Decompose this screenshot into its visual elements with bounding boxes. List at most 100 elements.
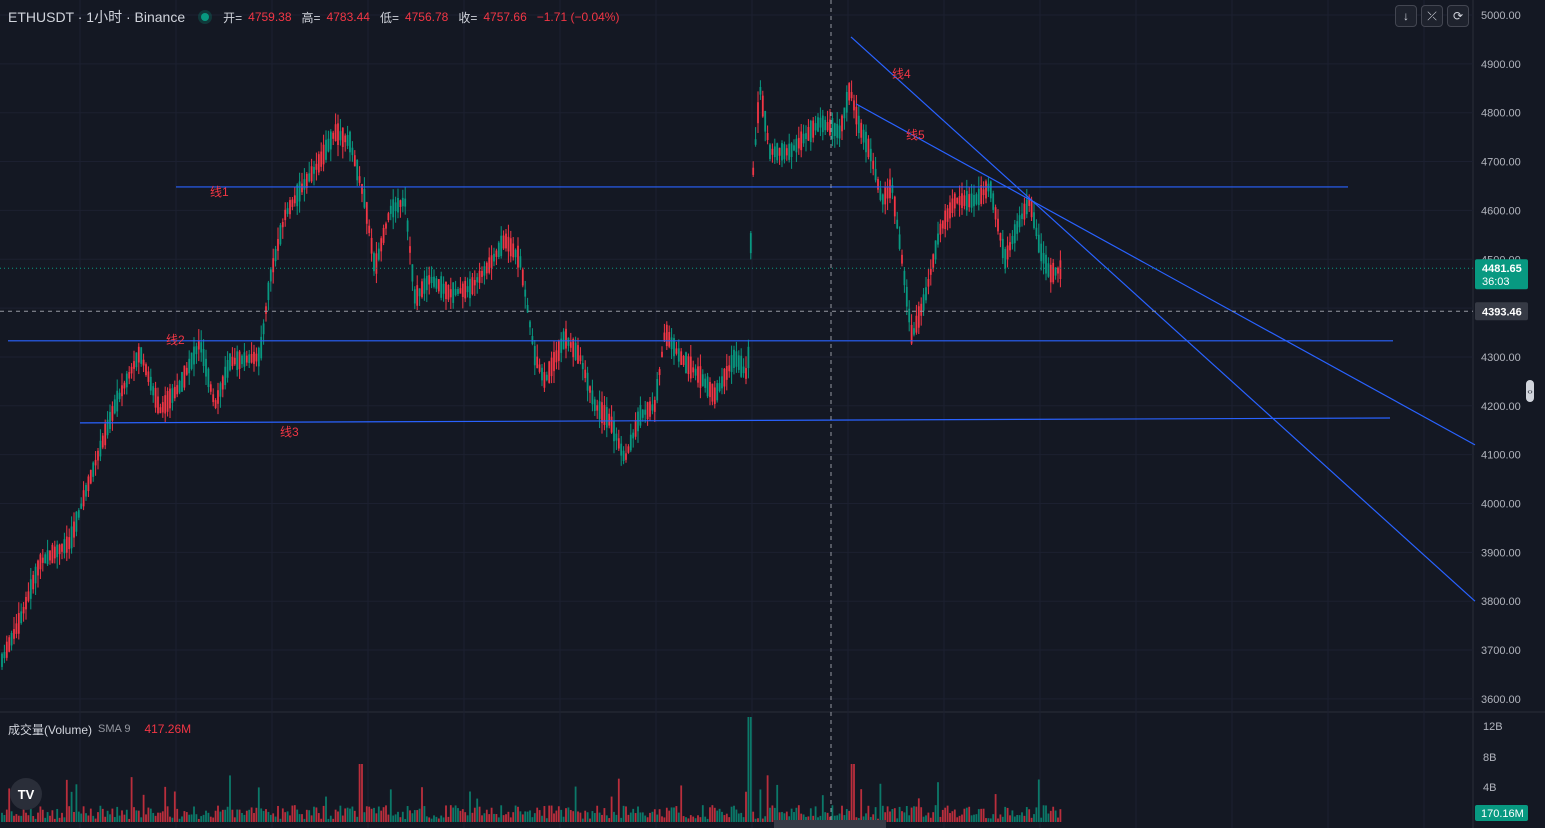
candle-body [699,366,702,388]
candle-body [927,279,930,287]
candle-body [905,286,908,307]
candle-body [908,308,911,323]
volume-bar [111,808,114,822]
candle-body [529,321,531,328]
candle-body [711,383,714,402]
volume-bar [193,806,195,822]
candle-body [207,368,210,388]
candle-body [560,338,563,353]
price-tick-label: 4000.00 [1481,499,1521,511]
candle-body [361,183,363,194]
symbol-title[interactable]: ETHUSDT · 1小时 · Binance [8,9,186,25]
volume-bar [817,817,819,822]
volume-bar [946,805,949,822]
candle-body [689,356,692,379]
candle-body [399,200,402,208]
candle-body [524,289,527,297]
volume-bar [656,814,659,822]
volume-bar [562,816,565,822]
candle-body [34,566,37,584]
candle-body [253,351,255,364]
candle-body [377,248,380,260]
candle-body [704,378,707,388]
volume-bar [989,818,992,822]
candle-body [430,276,433,283]
fullscreen-icon[interactable]: ⟳ [1447,5,1469,27]
candle-body [831,118,834,139]
volume-indicator-name[interactable]: 成交量(Volume) [8,722,93,737]
candle-body [404,198,407,207]
volume-bar [368,806,371,822]
volume-bar [886,806,889,822]
volume-bar [1049,810,1052,822]
candle-body [181,371,183,392]
candle-body [341,127,344,148]
low-value: 4756.78 [404,10,449,24]
volume-bar [149,808,152,822]
candle-body [850,92,853,99]
candle-body [1059,260,1062,279]
volume-bar [509,817,512,822]
volume-bar [982,808,985,822]
candle-body [1049,264,1052,283]
time-axis-crosshair-highlight [774,820,886,828]
volume-bar [164,786,167,822]
candle-body [173,386,176,399]
candle-body [315,163,318,170]
candle-body [89,469,92,484]
volume-bar [625,806,627,822]
trendline-4 [850,36,1476,602]
candle-body [937,233,939,245]
candle-body [365,202,368,224]
volume-bar [692,816,695,822]
volume-bar [1016,815,1019,822]
axis-scroll-handle-icon[interactable]: ‹› [1526,380,1534,402]
candle-body [920,303,923,316]
tradingview-logo-icon[interactable]: TV [10,778,42,810]
candle-body [617,438,620,449]
volume-bar [195,814,198,822]
volume-bar [896,818,899,822]
volume-bar [401,811,404,822]
volume-bar [975,814,978,822]
volume-bar [831,805,834,822]
volume-bar [605,815,608,822]
volume-bar [646,817,649,822]
volume-bar [538,810,541,822]
price-tick-label: 4100.00 [1481,450,1521,462]
candle-body [692,367,695,373]
candle-body [545,374,548,381]
volume-bar [891,808,894,822]
volume-bar [209,816,212,822]
volume-bar [145,814,147,822]
volume-bar [63,817,66,822]
candle-body [872,160,875,169]
candle-body [44,554,47,564]
collapse-icon[interactable]: ⤫ [1421,5,1443,27]
arrow-down-icon[interactable]: ↓ [1395,5,1417,27]
candle-body [183,365,186,388]
candle-body [733,349,735,368]
volume-bar [577,811,579,822]
volume-bar [214,810,217,822]
volume-bar [845,809,848,822]
countdown-value: 36:03 [1482,276,1510,288]
candle-body [121,385,123,397]
candle-body [233,357,236,365]
candle-body [185,367,188,375]
candle-body [958,196,961,206]
candle-body [382,227,385,243]
volume-bar [291,805,294,822]
candle-body [178,380,181,393]
candle-body [219,383,222,397]
candle-body [898,234,901,249]
volume-bar [457,808,459,822]
candle-body [313,166,315,174]
price-tick-label: 4900.00 [1481,59,1521,71]
volume-bar [634,813,637,822]
candle-body [118,392,121,400]
volume-bar [185,812,188,822]
candle-body [1013,224,1016,244]
candle-body [1037,234,1040,253]
